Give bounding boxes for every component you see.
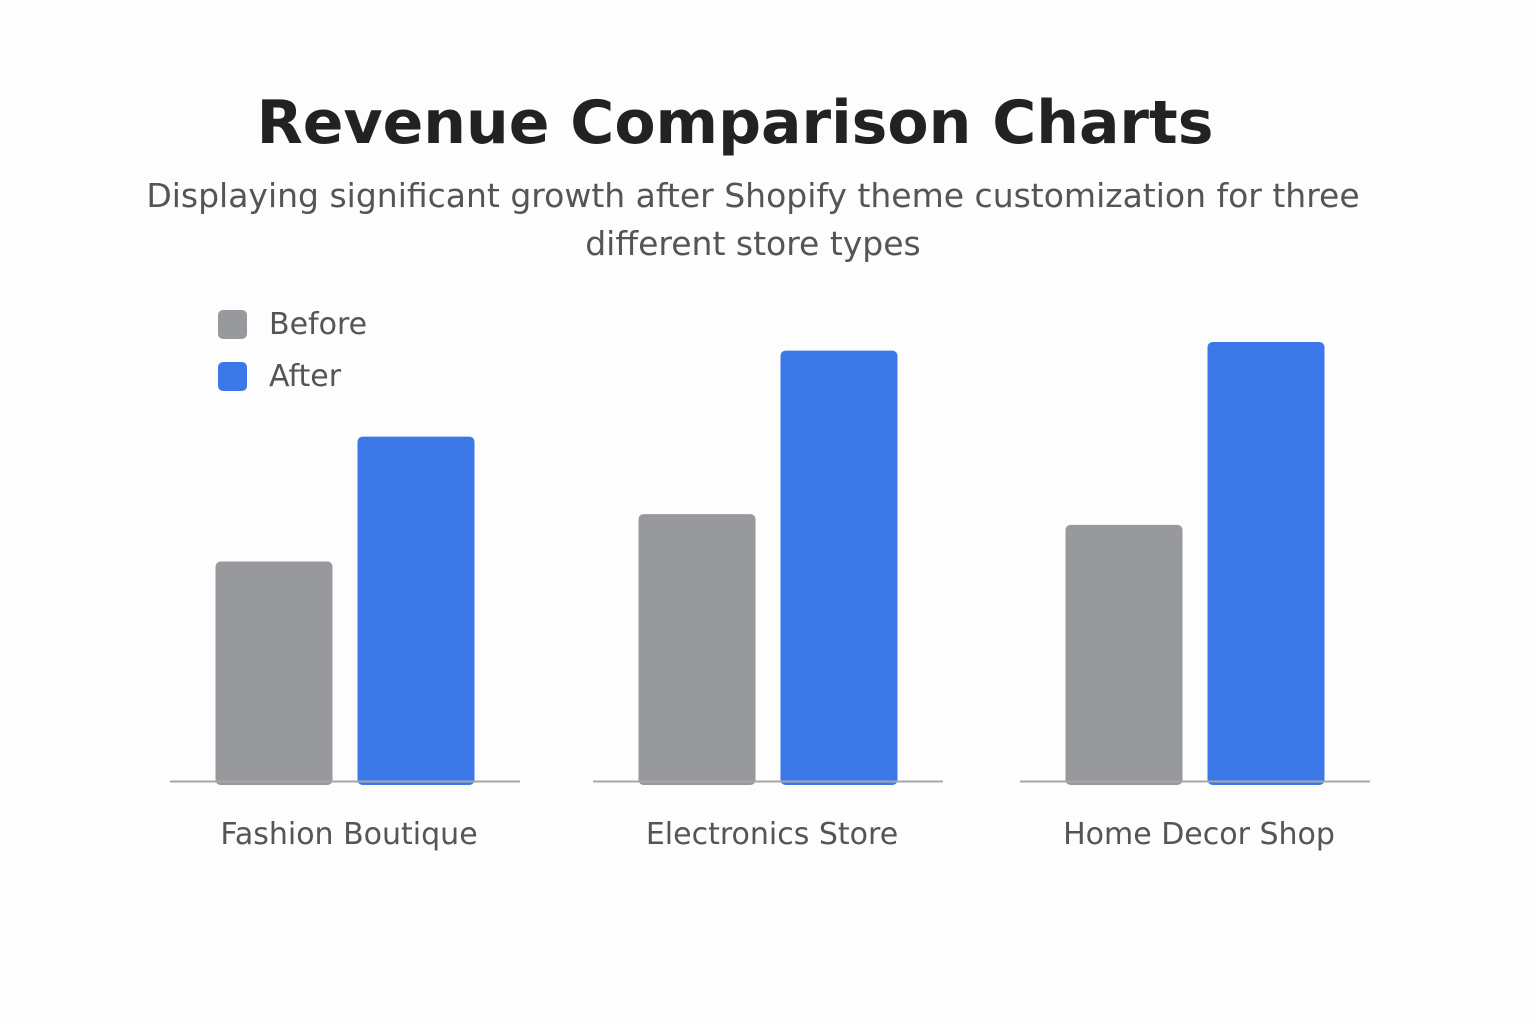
legend-label-before: Before (269, 306, 368, 342)
bar-before-2 (1065, 524, 1183, 785)
bar-before-1 (638, 514, 756, 785)
bar-after-2 (1207, 342, 1325, 785)
legend-item-before: Before (218, 304, 367, 344)
legend-item-after: After (218, 356, 341, 396)
bar-group-1: Electronics Store (593, 350, 943, 852)
bar-group-0: Fashion Boutique (170, 436, 520, 852)
chart-title: Revenue Comparison Charts (256, 88, 1214, 158)
bar-before-0 (215, 561, 333, 785)
legend-swatch-after (218, 361, 247, 391)
bar-after-0 (357, 436, 475, 785)
category-label-2: Home Decor Shop (1063, 817, 1335, 852)
legend-swatch-before (218, 309, 247, 339)
category-label-0: Fashion Boutique (220, 817, 477, 852)
chart-subtitle: Displaying significant growth after Shop… (146, 176, 1360, 263)
bar-after-1 (780, 350, 898, 785)
bar-group-2: Home Decor Shop (1020, 342, 1370, 852)
category-label-1: Electronics Store (646, 817, 898, 852)
legend-label-after: After (269, 358, 342, 394)
